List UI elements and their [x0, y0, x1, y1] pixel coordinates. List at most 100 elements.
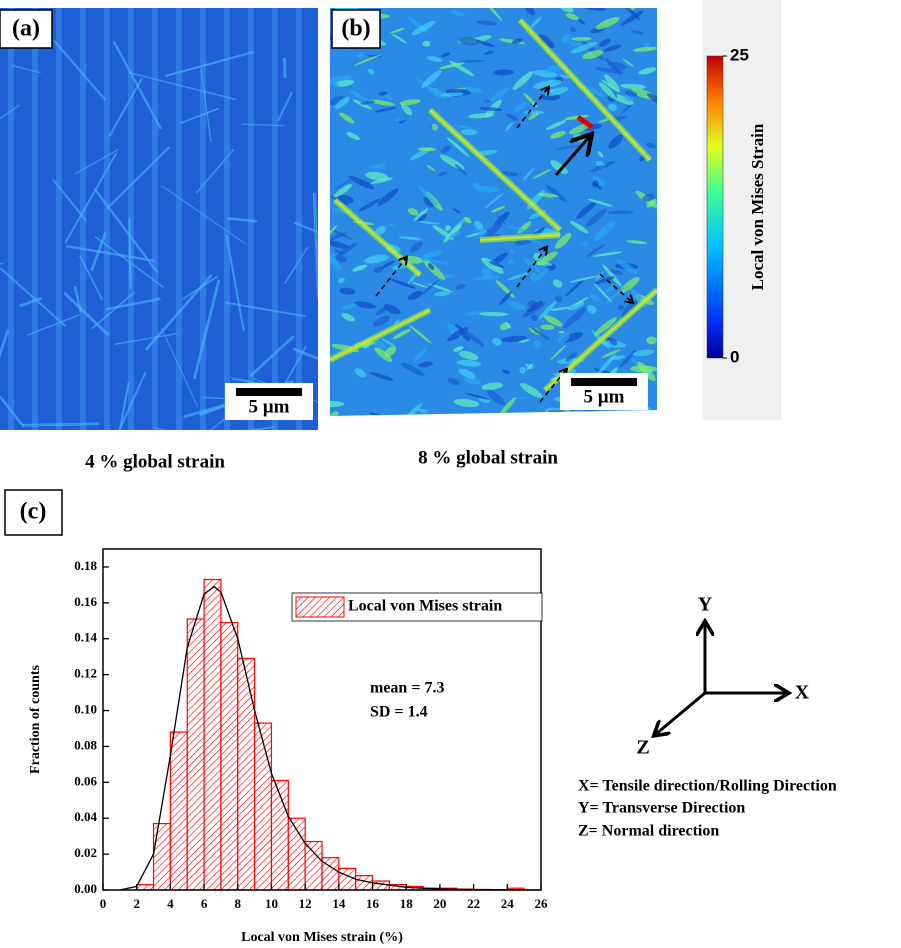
- map-feature: [293, 221, 318, 234]
- map-feature: [334, 179, 352, 190]
- map-feature: [53, 40, 107, 101]
- map-feature: [374, 347, 393, 362]
- strain-arrows: [375, 88, 632, 403]
- map-feature: [594, 317, 617, 336]
- map-feature: [475, 39, 495, 48]
- map-feature: [164, 50, 255, 78]
- map-feature: [26, 314, 80, 336]
- map-feature: [375, 306, 388, 316]
- map-feature: [595, 16, 620, 30]
- map-feature: [458, 368, 476, 379]
- x-tick-label: 18: [400, 896, 414, 911]
- map-feature: [417, 147, 437, 152]
- map-feature: [64, 152, 118, 244]
- x-tick-label: 24: [501, 896, 515, 911]
- map-feature: [598, 118, 612, 123]
- y-tick-label: 0.06: [74, 773, 97, 788]
- map-feature: [522, 167, 535, 181]
- x-tick-label: 26: [535, 896, 549, 911]
- map-feature: [481, 382, 503, 390]
- map-feature: [607, 103, 618, 112]
- bar: [237, 657, 256, 891]
- bar: [304, 840, 323, 891]
- map-stripe: [8, 8, 14, 430]
- map-feature: [605, 58, 622, 76]
- map-feature: [491, 205, 506, 213]
- map-feature: [366, 54, 383, 58]
- map-feature: [160, 327, 199, 408]
- map-band: [519, 19, 651, 161]
- map-feature: [374, 106, 397, 113]
- plot-frame: [102, 548, 542, 891]
- map-feature: [409, 241, 424, 253]
- map-feature: [179, 107, 219, 125]
- map-hotspot: [576, 114, 594, 130]
- map-feature: [513, 396, 527, 400]
- map-feature: [369, 372, 394, 381]
- map-feature: [339, 112, 355, 124]
- x-tick-label: 2: [133, 896, 140, 911]
- map-feature: [536, 251, 558, 266]
- panel-label-box: [0, 9, 53, 49]
- map-feature: [564, 114, 590, 120]
- map-feature: [509, 249, 516, 254]
- map-feature: [112, 40, 162, 130]
- map-feature: [114, 332, 178, 345]
- map-feature: [283, 246, 309, 285]
- map-feature: [399, 99, 421, 106]
- map-feature: [552, 279, 563, 288]
- y-tick-label: 0.00: [74, 881, 97, 896]
- axis-x-label: X: [795, 682, 810, 704]
- scale-bar: [236, 388, 302, 396]
- map-feature: [398, 236, 422, 240]
- map-feature: [426, 56, 442, 62]
- map-feature: [330, 232, 347, 242]
- map-feature: [0, 104, 20, 120]
- y-tick-label: 0.04: [74, 809, 97, 824]
- map-feature: [494, 211, 510, 227]
- bar: [220, 621, 239, 891]
- map-feature: [246, 426, 275, 430]
- map-feature: [19, 296, 43, 308]
- map-feature: [411, 282, 429, 288]
- annotation: mean = 7.3: [370, 680, 444, 697]
- map-feature: [422, 254, 430, 262]
- map-feature: [358, 198, 380, 212]
- map-feature: [152, 426, 168, 430]
- strain-map-b: [330, 8, 657, 416]
- colorbar-tick-label: 25: [730, 45, 749, 64]
- map-feature: [22, 422, 100, 427]
- x-axis-label: Local von Mises strain (%): [241, 930, 403, 945]
- map-feature: [592, 176, 605, 186]
- map-feature: [108, 77, 143, 138]
- map-stripe: [128, 8, 134, 430]
- map-feature: [545, 184, 568, 203]
- map-feature: [400, 362, 425, 377]
- map-feature: [440, 92, 464, 97]
- map-feature: [611, 93, 635, 105]
- map-feature: [459, 37, 480, 46]
- map-feature: [530, 314, 538, 322]
- map-feature: [499, 291, 512, 305]
- map-feature: [491, 337, 503, 346]
- map-feature: [434, 291, 451, 297]
- panel-label: (c): [20, 499, 47, 525]
- map-stripe: [296, 8, 302, 430]
- y-tick-label: 0.16: [74, 594, 97, 609]
- map-feature: [330, 74, 353, 83]
- map-feature: [533, 267, 550, 282]
- colorbar-tick-label: 0: [730, 347, 739, 366]
- map-feature: [565, 278, 586, 297]
- caption: 4 % global strain: [85, 451, 225, 472]
- map-feature: [386, 223, 395, 227]
- strain-map-a: [0, 8, 318, 430]
- map-feature: [591, 180, 599, 188]
- map-feature: [128, 217, 132, 289]
- map-feature: [620, 83, 647, 90]
- map-feature: [538, 193, 557, 198]
- annotation: SD = 1.4: [370, 704, 428, 721]
- map-feature: [282, 57, 287, 79]
- map-feature: [479, 107, 503, 112]
- y-tick-label: 0.14: [74, 630, 97, 645]
- map-feature: [490, 87, 510, 102]
